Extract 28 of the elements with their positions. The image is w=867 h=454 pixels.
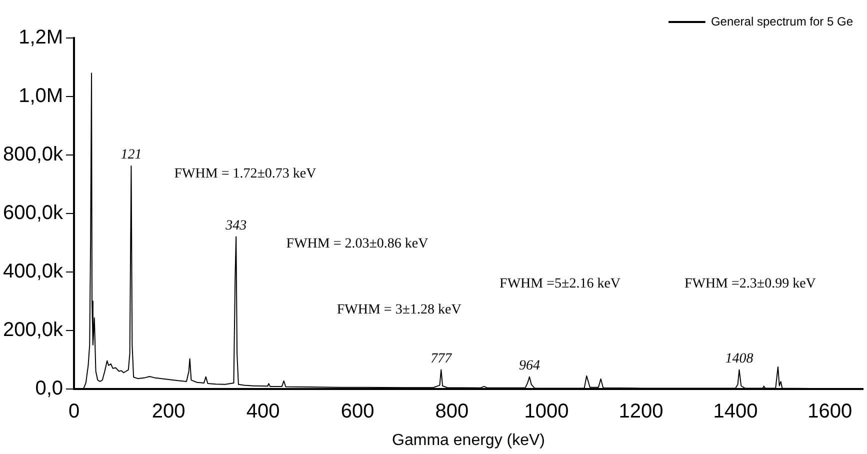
annotation: 121 [120,148,142,163]
x-tick-label: 400 [246,400,280,422]
x-tick-label: 1400 [713,400,758,422]
x-tick-label: 800 [435,400,469,422]
x-axis-title: Gamma energy (keV) [392,432,545,449]
annotation: FWHM = 2.03±0.86 keV [286,236,428,252]
y-tick-label: 1,2M [18,26,64,49]
y-tick-label: 600,0k [2,202,64,224]
y-tick-label: 1,0M [18,84,64,107]
x-tick-label: 1600 [808,400,852,422]
y-tick-label: 800,0k [2,143,64,166]
annotation: 1408 [725,351,754,366]
x-tick-label: 200 [152,400,186,422]
annotation: 777 [430,351,453,366]
legend-label: General spectrum for 5 Ge [710,14,854,28]
x-tick-label: 1000 [524,400,569,422]
annotation: FWHM =5±2.16 keV [500,276,621,292]
y-tick-label: 200,0k [2,318,64,341]
y-tick-label: 0,0 [35,377,64,400]
annotation: 343 [224,218,247,234]
annotation: FWHM = 3±1.28 keV [336,302,462,318]
annotation: 964 [518,358,540,374]
x-tick-label: 600 [340,400,374,422]
x-tick-label: 1200 [618,400,664,422]
annotation: FWHM = 1.72±0.73 keV [174,166,316,182]
annotation: FWHM =2.3±0.99 keV [684,276,816,292]
y-tick-label: 400,0k [2,260,64,282]
x-tick-label: 0 [68,400,80,422]
